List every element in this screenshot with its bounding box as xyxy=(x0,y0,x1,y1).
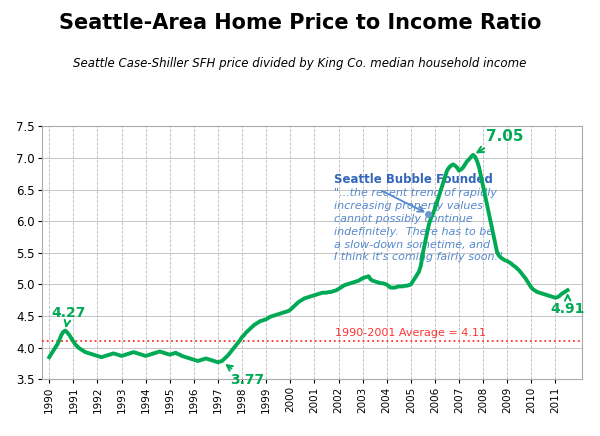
Text: Seattle Bubble Founded: Seattle Bubble Founded xyxy=(334,174,493,187)
Text: 3.77: 3.77 xyxy=(227,365,264,387)
Text: 7.05: 7.05 xyxy=(478,129,523,153)
Text: 1990-2001 Average = 4.11: 1990-2001 Average = 4.11 xyxy=(335,327,487,337)
Text: Seattle Case-Shiller SFH price divided by King Co. median household income: Seattle Case-Shiller SFH price divided b… xyxy=(73,57,527,70)
Text: 4.91: 4.91 xyxy=(551,295,585,316)
Text: 4.27: 4.27 xyxy=(52,306,86,326)
Text: Seattle-Area Home Price to Income Ratio: Seattle-Area Home Price to Income Ratio xyxy=(59,13,541,33)
Text: "...the recent trend of rapidly
increasing property values
cannot possibly conti: "...the recent trend of rapidly increasi… xyxy=(334,188,503,262)
